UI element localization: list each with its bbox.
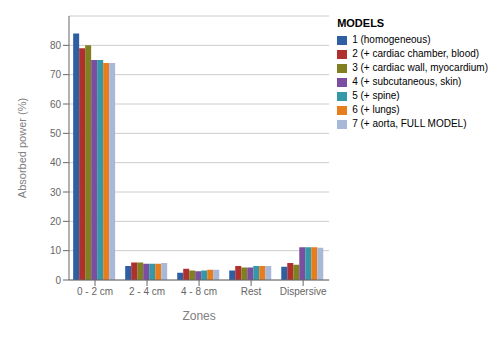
svg-text:80: 80 [50,40,62,51]
svg-text:40: 40 [50,157,62,168]
html-text:7 (+ aorta, FULL MODEL): 7 (+ aorta, FULL MODEL) [352,118,467,129]
svg-text:Zones: Zones [182,309,215,323]
svg-text:4 - 8 cm: 4 - 8 cm [181,286,217,297]
svg-text:30: 30 [50,187,62,198]
svg-text:Rest: Rest [241,286,262,297]
svg-text:Absorbed power (%): Absorbed power (%) [16,98,28,198]
svg-text:0: 0 [55,275,61,286]
svg-text:50: 50 [50,128,62,139]
html-text:5 (+ spine): 5 (+ spine) [352,90,400,101]
html-text:6 (+ lungs): 6 (+ lungs) [352,104,400,115]
svg-text:20: 20 [50,216,62,227]
html-text:3 (+ cardiac wall, myocardium): 3 (+ cardiac wall, myocardium) [352,62,488,73]
html-text:2 (+ cardiac chamber, blood): 2 (+ cardiac chamber, blood) [352,48,480,59]
html-text:MODELS: MODELS [337,17,385,29]
html-text:4 (+ subcutaneous, skin): 4 (+ subcutaneous, skin) [352,76,462,87]
svg-text:2 - 4 cm: 2 - 4 cm [129,286,165,297]
svg-text:60: 60 [50,99,62,110]
html-text:1 (homogeneous): 1 (homogeneous) [352,34,431,45]
svg-text:0 - 2 cm: 0 - 2 cm [77,286,113,297]
svg-text:Dispersive: Dispersive [280,286,327,297]
svg-text:70: 70 [50,69,62,80]
svg-text:10: 10 [50,245,62,256]
